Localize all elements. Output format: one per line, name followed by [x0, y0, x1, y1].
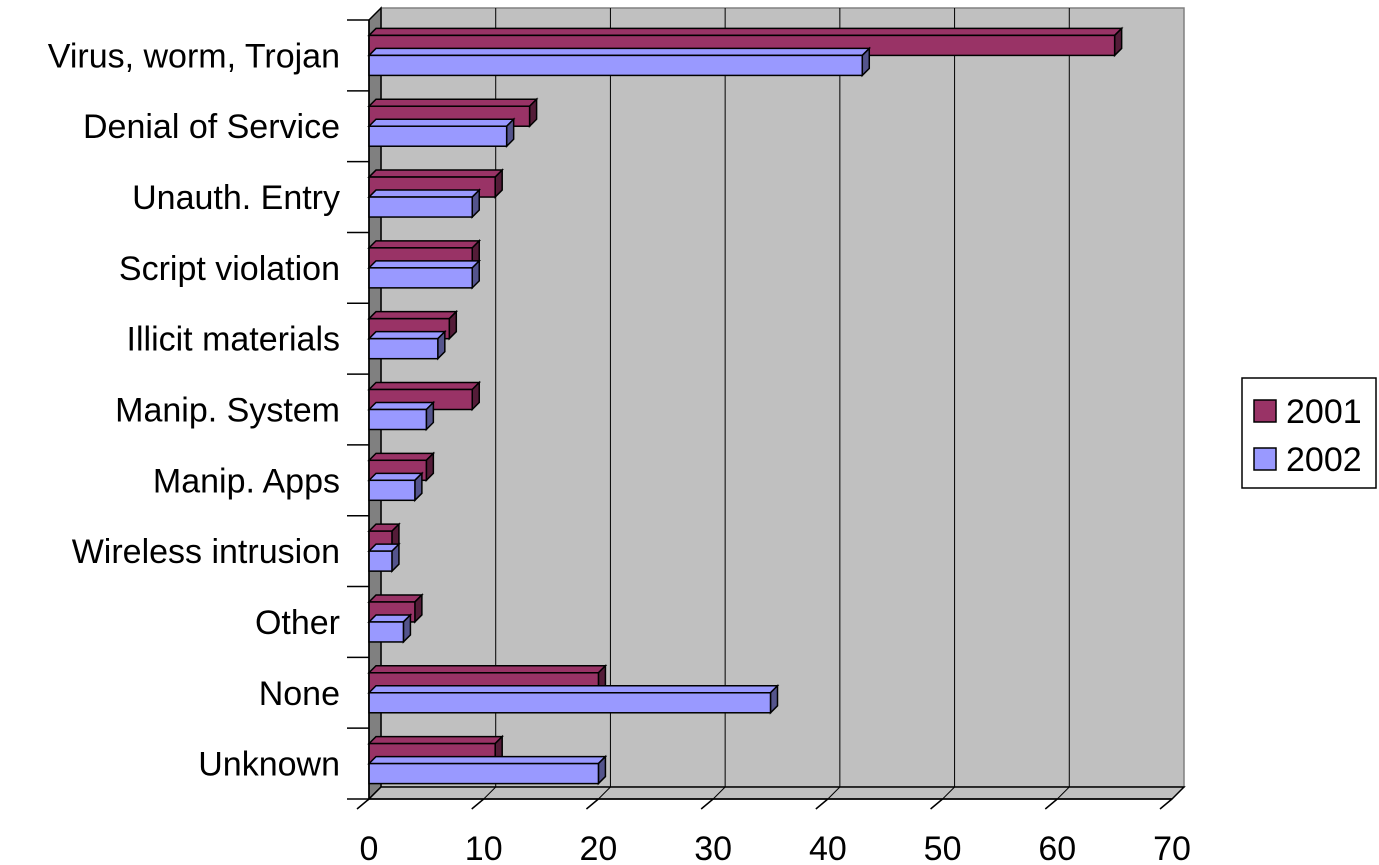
- value-tick-label: 30: [694, 830, 732, 865]
- category-label: None: [259, 675, 340, 713]
- bar-front-face: [368, 337, 439, 360]
- floor-gridline: [1056, 786, 1070, 800]
- floor-gridline: [712, 786, 726, 800]
- value-tick: [471, 798, 485, 810]
- bar-front-face: [368, 479, 416, 502]
- floor-gridline: [827, 786, 841, 800]
- value-tick: [1159, 798, 1173, 810]
- value-tick: [356, 798, 370, 810]
- category-label: Unknown: [198, 746, 340, 784]
- bar-top-face: [367, 330, 447, 340]
- category-label: Virus, worm, Trojan: [48, 37, 340, 75]
- category-label: Manip. Apps: [153, 462, 340, 500]
- bar-top-face: [367, 260, 482, 269]
- category-label: Denial of Service: [83, 108, 340, 146]
- bar: [367, 259, 482, 290]
- bar: [367, 613, 413, 644]
- value-tick: [585, 798, 599, 810]
- bar-front-face: [368, 550, 393, 572]
- category-label: Wireless intrusion: [72, 533, 340, 571]
- value-tick-label: 70: [1153, 830, 1191, 865]
- bar-front-face: [368, 267, 473, 289]
- floor-gridline: [598, 786, 611, 800]
- category-label: Illicit materials: [127, 321, 340, 359]
- legend-label: 2001: [1286, 393, 1362, 431]
- bar: [367, 542, 401, 573]
- bar-top-face: [367, 735, 504, 745]
- bar: [367, 471, 424, 503]
- bar: [367, 329, 447, 361]
- legend: 2001 2002: [1241, 377, 1377, 489]
- bar: [367, 188, 482, 219]
- bar-top-face: [367, 472, 424, 482]
- bar-front-face: [368, 692, 772, 714]
- value-tick: [700, 798, 714, 810]
- bar: [367, 46, 872, 78]
- bar-top-face: [367, 169, 504, 178]
- value-tick: [815, 798, 829, 810]
- bars-layer: [367, 26, 1124, 786]
- bar: [367, 683, 780, 715]
- category-label: Script violation: [119, 250, 340, 288]
- value-tick-label: 0: [360, 830, 379, 865]
- bar-front-face: [368, 125, 508, 147]
- floor-gridline: [483, 786, 497, 800]
- legend-label: 2002: [1286, 441, 1362, 479]
- bar-top-face: [367, 310, 459, 320]
- bar-top-face: [367, 98, 539, 107]
- legend-swatch: [1253, 447, 1277, 471]
- bar-top-face: [367, 118, 516, 127]
- bar-front-face: [368, 762, 600, 785]
- bar-top-face: [367, 47, 872, 57]
- value-tick: [930, 798, 944, 810]
- category-label: Unauth. Entry: [132, 179, 340, 217]
- bar: [367, 400, 436, 432]
- value-tick: [1044, 798, 1058, 810]
- bar: [367, 117, 516, 149]
- bar-top-face: [367, 189, 482, 198]
- category-label: Other: [255, 604, 340, 642]
- axis-layer: Virus, worm, Trojan Denial of Service Unau…: [48, 19, 1191, 865]
- bar-top-face: [367, 665, 608, 674]
- value-tick-label: 20: [580, 830, 618, 865]
- bar-top-face: [367, 594, 424, 603]
- bar-top-face: [367, 240, 482, 249]
- floor-gridline: [942, 786, 955, 800]
- plot-floor: [367, 786, 1186, 800]
- value-tick-label: 40: [809, 830, 847, 865]
- value-tick-label: 50: [924, 830, 962, 865]
- bar-front-face: [368, 408, 428, 431]
- bar-top-face: [367, 401, 436, 411]
- value-tick-label: 10: [465, 830, 503, 865]
- bar: [367, 754, 608, 786]
- category-label: Manip. System: [115, 392, 340, 430]
- bar-front-face: [368, 196, 473, 218]
- bar-top-face: [367, 755, 608, 765]
- bar-top-face: [367, 381, 482, 391]
- bar-top-face: [367, 685, 780, 694]
- bar-top-face: [367, 27, 1124, 37]
- bar-top-face: [367, 452, 436, 462]
- bar-front-face: [368, 54, 864, 77]
- bar-front-face: [368, 621, 405, 643]
- legend-swatch: [1253, 399, 1277, 423]
- value-tick-label: 60: [1038, 830, 1076, 865]
